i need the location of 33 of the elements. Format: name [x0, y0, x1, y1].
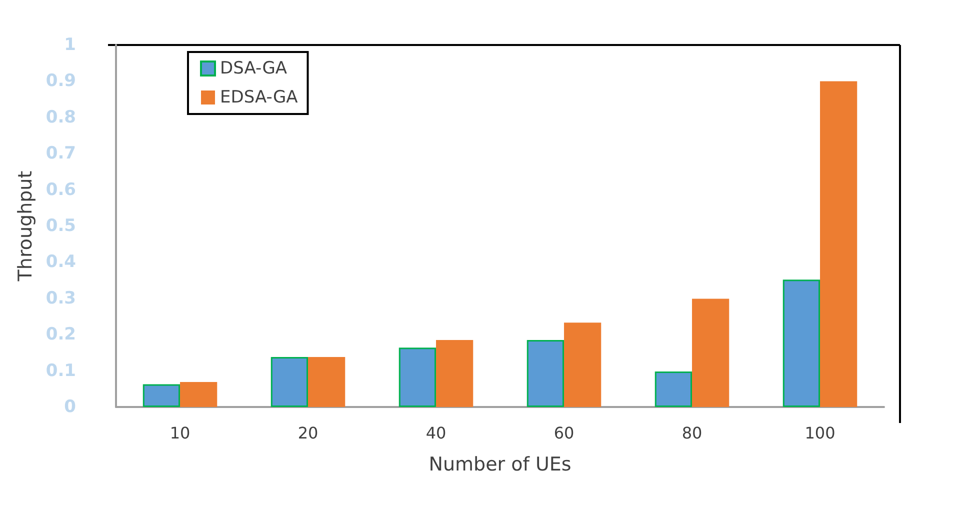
- bar: [398, 348, 436, 407]
- bar: [436, 340, 474, 407]
- legend-label: EDSA-GA: [220, 88, 298, 108]
- bar: [180, 382, 218, 407]
- x-tick-label: 40: [426, 424, 446, 442]
- legend-label: DSA-GA: [220, 58, 288, 78]
- y-tick-label: 1: [64, 35, 76, 55]
- bar: [692, 298, 730, 407]
- bar: [526, 340, 564, 407]
- y-tick-label: 0.3: [46, 288, 76, 308]
- bar: [782, 280, 820, 407]
- bar: [820, 81, 858, 407]
- bar: [270, 357, 308, 407]
- x-tick-label: 80: [682, 424, 702, 442]
- x-tick-label: 100: [804, 424, 836, 442]
- y-tick-label: 0: [64, 397, 76, 417]
- y-tick-label: 0.8: [46, 107, 76, 128]
- bar: [564, 322, 602, 407]
- y-tick-label: 0.2: [46, 324, 76, 345]
- bar: [308, 357, 346, 407]
- x-tick-label: 10: [170, 424, 190, 442]
- x-tick-label: 60: [554, 424, 574, 442]
- bar: [654, 372, 692, 407]
- x-axis-title: Number of UEs: [428, 454, 572, 476]
- bar: [142, 384, 180, 407]
- x-tick-label: 20: [298, 424, 318, 442]
- y-tick-label: 0.5: [46, 216, 76, 236]
- y-tick-label: 0.6: [46, 180, 76, 200]
- y-tick-label: 0.1: [46, 360, 76, 381]
- y-axis-title: Throughput: [14, 170, 36, 282]
- y-tick-label: 0.7: [46, 144, 76, 164]
- y-tick-label: 0.4: [46, 252, 76, 272]
- y-tick-label: 0.9: [46, 71, 76, 92]
